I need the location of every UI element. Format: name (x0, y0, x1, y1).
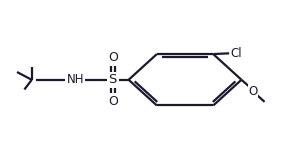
Text: O: O (248, 85, 258, 98)
Text: S: S (109, 73, 117, 86)
Text: NH: NH (66, 73, 84, 86)
Text: Cl: Cl (230, 47, 242, 60)
Text: O: O (108, 95, 118, 108)
Text: O: O (108, 51, 118, 64)
